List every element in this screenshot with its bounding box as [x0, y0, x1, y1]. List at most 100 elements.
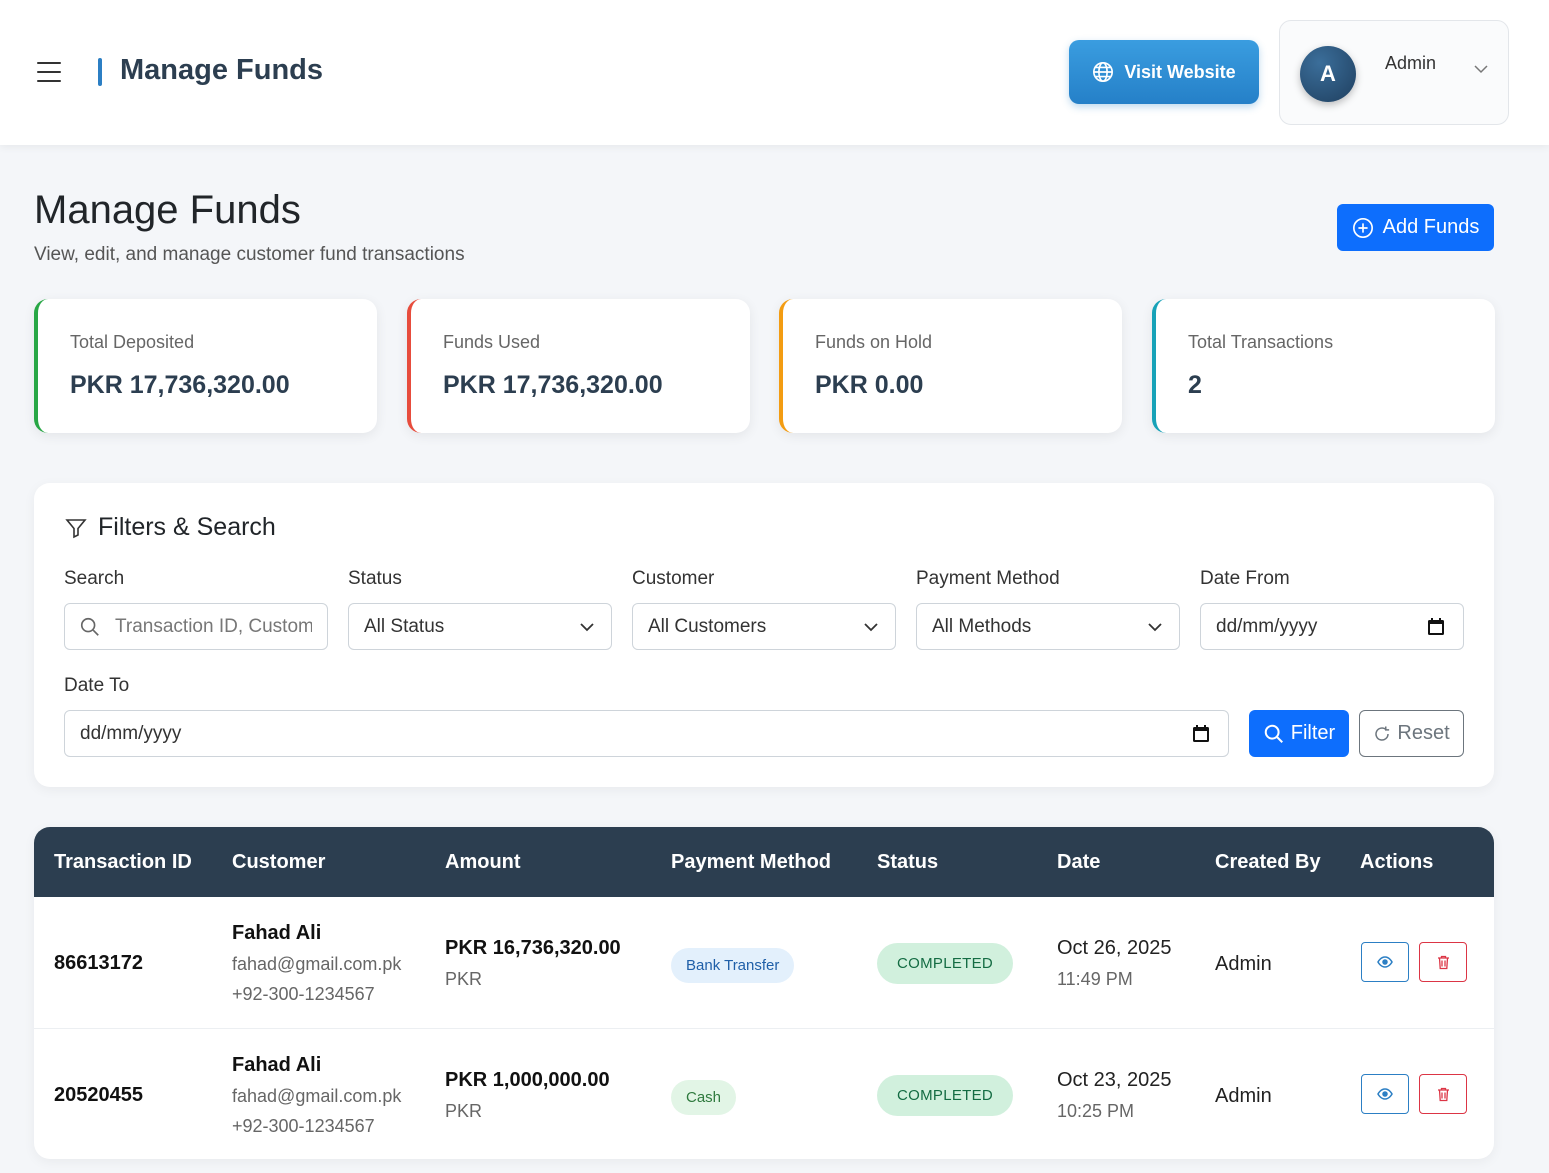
user-menu[interactable]: A Admin	[1279, 20, 1509, 125]
stat-value: PKR 17,736,320.00	[70, 371, 290, 399]
time: 10:25 PM	[1057, 1101, 1135, 1121]
date: Oct 23, 2025	[1057, 1069, 1172, 1091]
date-to-input[interactable]: dd/mm/yyyy	[64, 710, 1229, 757]
title-accent-bar	[98, 58, 102, 86]
currency: PKR	[445, 969, 483, 989]
date-to-label: Date To	[64, 675, 130, 696]
time: 11:49 PM	[1057, 969, 1133, 989]
col-customer: Customer	[232, 851, 326, 873]
currency: PKR	[445, 1101, 483, 1121]
status-badge: COMPLETED	[877, 943, 1014, 984]
stat-card-total-deposited: Total Deposited PKR 17,736,320.00	[34, 299, 377, 433]
customer-name: Fahad Ali	[232, 1054, 322, 1076]
view-button[interactable]	[1361, 942, 1409, 982]
col-status: Status	[877, 851, 939, 873]
date-from-label: Date From	[1200, 568, 1290, 589]
date-from-value: dd/mm/yyyy	[1216, 615, 1318, 637]
top-title: Manage Funds	[120, 54, 324, 86]
status-badge: COMPLETED	[877, 1075, 1014, 1116]
top-bar: Manage Funds Visit Website A Admin	[0, 0, 1549, 145]
stat-label: Funds Used	[443, 332, 541, 352]
transactions-table: Transaction ID Customer Amount Payment M…	[34, 827, 1494, 1159]
page-title: Manage Funds	[34, 188, 301, 232]
filters-heading-text: Filters & Search	[98, 513, 276, 541]
customer-email: fahad@gmail.com.pk	[232, 1086, 402, 1106]
filter-button[interactable]: Filter	[1249, 710, 1349, 757]
col-date: Date	[1057, 851, 1101, 873]
add-funds-button[interactable]: Add Funds	[1337, 204, 1494, 251]
col-actions: Actions	[1360, 851, 1434, 873]
globe-icon	[1093, 62, 1114, 82]
stat-label: Total Transactions	[1188, 332, 1334, 352]
payment-method-badge: Bank Transfer	[671, 948, 795, 983]
stat-card-funds-on-hold: Funds on Hold PKR 0.00	[779, 299, 1122, 433]
delete-button[interactable]	[1419, 942, 1467, 982]
filter-button-label: Filter	[1290, 722, 1336, 744]
col-amount: Amount	[445, 851, 521, 873]
visit-website-button[interactable]: Visit Website	[1069, 40, 1259, 104]
stat-card-funds-used: Funds Used PKR 17,736,320.00	[407, 299, 750, 433]
trash-icon	[1437, 955, 1449, 969]
status-label: Status	[348, 568, 402, 589]
add-funds-label: Add Funds	[1382, 216, 1480, 238]
transaction-id: 86613172	[54, 952, 143, 974]
customer-email: fahad@gmail.com.pk	[232, 954, 402, 974]
eye-icon	[1377, 956, 1393, 968]
customer-select[interactable]: All Customers	[632, 603, 896, 650]
col-transaction-id: Transaction ID	[54, 851, 192, 873]
refresh-icon	[1375, 726, 1390, 741]
customer-phone: +92-300-1234567	[232, 1116, 375, 1136]
filters-panel: Filters & Search Search Transaction ID, …	[34, 483, 1494, 787]
search-placeholder: Transaction ID, Customer	[115, 615, 312, 637]
customer-select-value: All Customers	[648, 615, 767, 637]
eye-icon	[1377, 1088, 1393, 1100]
calendar-icon[interactable]	[1427, 618, 1445, 636]
table-row: 20520455 Fahad Ali fahad@gmail.com.pk +9…	[34, 1028, 1494, 1159]
created-by: Admin	[1215, 953, 1272, 975]
user-name: Admin	[1385, 53, 1437, 73]
stat-value: 2	[1188, 371, 1202, 399]
payment-method-select-value: All Methods	[932, 615, 1032, 637]
payment-method-label: Payment Method	[916, 568, 1060, 589]
payment-method-select[interactable]: All Methods	[916, 603, 1180, 650]
calendar-icon[interactable]	[1192, 725, 1210, 743]
search-input[interactable]: Transaction ID, Customer	[64, 603, 328, 650]
customer-phone: +92-300-1234567	[232, 984, 375, 1004]
status-select[interactable]: All Status	[348, 603, 612, 650]
avatar: A	[1300, 46, 1356, 102]
chevron-down-icon	[864, 623, 878, 632]
visit-website-label: Visit Website	[1124, 61, 1236, 82]
chevron-down-icon	[1148, 623, 1162, 632]
stat-label: Funds on Hold	[815, 332, 933, 352]
menu-toggle-icon[interactable]	[37, 62, 61, 82]
stat-card-total-transactions: Total Transactions 2	[1152, 299, 1495, 433]
amount: PKR 1,000,000.00	[445, 1069, 610, 1091]
search-label: Search	[64, 568, 125, 589]
col-created-by: Created By	[1215, 851, 1321, 873]
col-payment-method: Payment Method	[671, 851, 832, 873]
table-row: 86613172 Fahad Ali fahad@gmail.com.pk +9…	[34, 897, 1494, 1028]
delete-button[interactable]	[1419, 1074, 1467, 1114]
stat-value: PKR 17,736,320.00	[443, 371, 663, 399]
customer-name: Fahad Ali	[232, 922, 322, 944]
funnel-icon	[65, 518, 87, 538]
date-from-input[interactable]: dd/mm/yyyy	[1200, 603, 1464, 650]
search-icon	[1264, 724, 1283, 743]
customer-label: Customer	[632, 568, 715, 589]
page-subtitle: View, edit, and manage customer fund tra…	[34, 244, 465, 265]
view-button[interactable]	[1361, 1074, 1409, 1114]
search-icon	[80, 617, 99, 636]
plus-circle-icon	[1352, 217, 1373, 238]
payment-method-badge: Cash	[671, 1080, 737, 1115]
stat-label: Total Deposited	[70, 332, 195, 352]
status-select-value: All Status	[364, 615, 445, 637]
date-to-value: dd/mm/yyyy	[80, 722, 182, 744]
filters-heading: Filters & Search	[64, 513, 276, 542]
trash-icon	[1437, 1087, 1449, 1101]
reset-button[interactable]: Reset	[1359, 710, 1464, 757]
table-header: Transaction ID Customer Amount Payment M…	[34, 827, 1494, 897]
chevron-down-icon	[1474, 65, 1488, 74]
chevron-down-icon	[580, 623, 594, 632]
reset-button-label: Reset	[1397, 722, 1450, 744]
created-by: Admin	[1215, 1085, 1272, 1107]
